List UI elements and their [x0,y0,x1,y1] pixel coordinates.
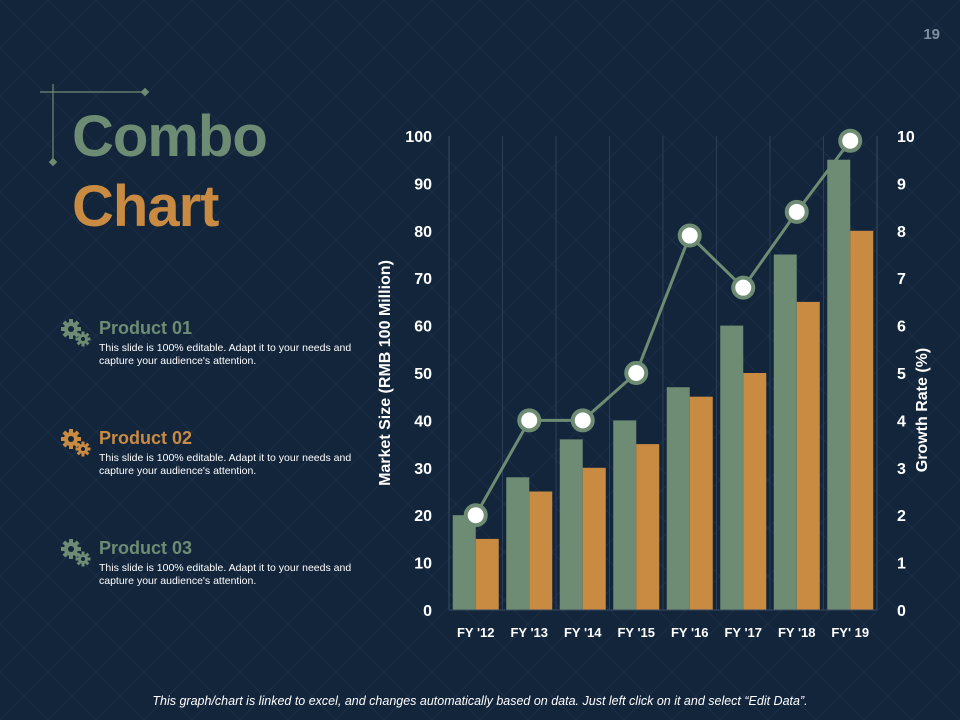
product-03-description: This slide is 100% editable. Adapt it to… [99,562,352,587]
y-tick-label-right: 3 [897,461,906,478]
y-tick-label-left: 80 [414,224,432,241]
y-tick-label-right: 7 [897,271,906,288]
y-tick-label-right: 2 [897,508,906,525]
y-tick-label-right: 0 [897,603,906,620]
title-frame-decoration [40,84,150,167]
slide-title-line2: Chart [72,174,219,239]
x-tick-label: FY '17 [724,625,762,640]
bar-product-02-6 [796,301,820,610]
y-axis-title-right: Growth Rate (%) [914,348,931,472]
bar-product-01-2 [559,439,583,610]
y-tick-label-left: 20 [414,508,432,525]
y-tick-label-left: 70 [414,271,432,288]
bar-product-01-1 [506,477,530,610]
bar-product-02-1 [529,491,553,610]
y-tick-label-right: 5 [897,366,906,383]
growth-rate-point-4 [677,223,702,248]
growth-rate-point-7 [838,128,863,153]
x-tick-label: FY' 19 [831,625,869,640]
page-number: 19 [923,26,940,43]
y-tick-label-left: 90 [414,176,432,193]
y-tick-label-left: 10 [414,556,432,573]
growth-rate-point-1 [517,408,542,433]
y-tick-label-right: 6 [897,319,906,336]
y-tick-label-left: 50 [414,366,432,383]
slide-title-line1: Combo [72,104,268,169]
product-02-title: Product 02 [99,428,193,448]
x-tick-label: FY '12 [457,625,495,640]
product-01-description: This slide is 100% editable. Adapt it to… [99,342,352,367]
x-tick-label: FY '14 [564,625,602,640]
growth-rate-point-6 [784,199,809,224]
bar-product-01-7 [827,159,851,610]
bar-product-01-5 [720,325,744,610]
product-02-description: This slide is 100% editable. Adapt it to… [99,452,352,477]
gears-icon [61,319,91,347]
bar-product-01-6 [773,254,797,610]
y-tick-label-left: 60 [414,319,432,336]
product-01-title: Product 01 [99,318,193,338]
y-tick-label-left: 0 [423,603,432,620]
bar-product-02-5 [743,373,767,610]
growth-rate-point-0 [463,503,488,528]
bar-product-02-0 [475,538,499,610]
footer-note: This graph/chart is linked to excel, and… [152,694,808,708]
gears-icon [61,429,91,457]
gears-icon [61,539,91,567]
y-tick-label-left: 30 [414,461,432,478]
y-tick-label-right: 10 [897,129,915,146]
bar-product-02-2 [582,467,606,610]
slide-title: Combo Chart [72,102,268,242]
y-tick-label-left: 100 [405,129,432,146]
growth-rate-point-3 [624,361,649,385]
y-tick-label-right: 4 [897,413,906,430]
y-tick-label-right: 8 [897,224,906,241]
bar-product-02-3 [636,444,660,610]
y-axis-title-left: Market Size (RMB 100 Million) [377,260,394,486]
bar-product-01-3 [613,420,637,610]
x-tick-label: FY '16 [671,625,709,640]
y-tick-label-right: 9 [897,176,906,193]
growth-rate-point-5 [731,275,756,300]
bar-product-02-7 [850,230,874,611]
x-tick-label: FY '13 [510,625,548,640]
x-tick-label: FY '15 [617,625,655,640]
product-03-title: Product 03 [99,538,193,558]
y-tick-label-left: 40 [414,413,432,430]
bar-product-01-4 [666,387,690,610]
bar-product-01-0 [452,515,476,610]
y-tick-label-right: 1 [897,556,906,573]
bar-product-02-4 [689,396,713,610]
growth-rate-point-2 [570,408,595,433]
x-tick-label: FY '18 [778,625,816,640]
